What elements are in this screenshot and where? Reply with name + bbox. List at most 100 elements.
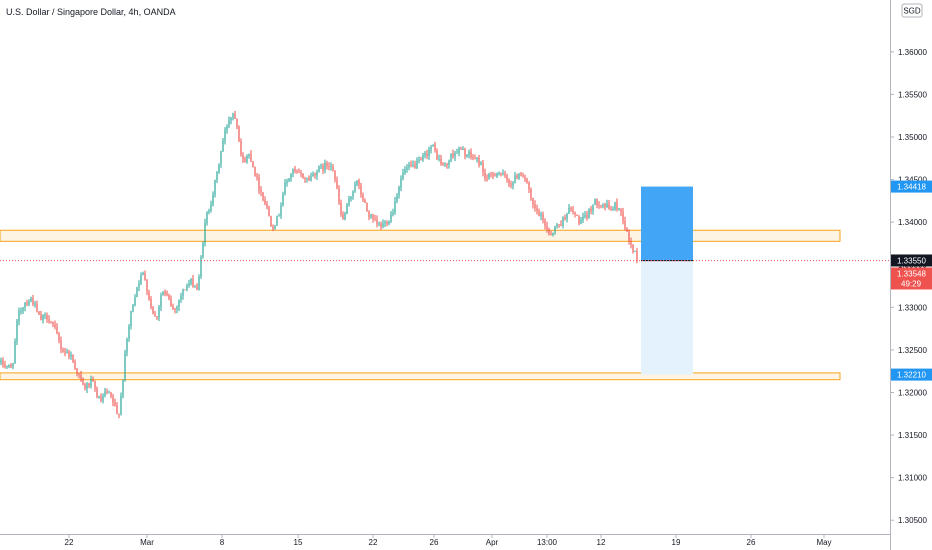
candle-body: [630, 240, 632, 245]
candle-body: [550, 234, 552, 236]
candle-body: [470, 151, 472, 158]
candle-body: [192, 278, 194, 287]
candle-body: [600, 205, 602, 206]
candle-body: [448, 161, 450, 166]
candle-body: [98, 397, 100, 398]
candle-body: [414, 164, 416, 169]
candle-body: [114, 402, 116, 406]
candle-body: [624, 220, 626, 229]
candle-body: [434, 144, 436, 151]
candle-body: [212, 194, 214, 205]
candle-body: [626, 228, 628, 232]
candle-body: [116, 405, 118, 414]
candle-body: [96, 388, 98, 398]
candle-body: [478, 158, 480, 166]
candle-body: [200, 256, 202, 278]
x-tick-label: 15: [294, 538, 303, 547]
candle-body: [422, 155, 424, 160]
position-tool[interactable]: [641, 186, 693, 375]
candle-body: [444, 163, 446, 165]
candle-body: [148, 291, 150, 300]
candle-body: [142, 273, 144, 275]
candle-body: [386, 221, 388, 225]
candle-body: [122, 380, 124, 396]
candle-body: [274, 225, 276, 229]
candle-body: [224, 130, 226, 141]
candle-body: [218, 164, 220, 172]
chart-title: U.S. Dollar / Singapore Dollar, 4h, OAND…: [6, 7, 176, 17]
y-tick-label: 1.32500: [898, 346, 927, 355]
candle-body: [164, 291, 166, 294]
candle-body: [342, 214, 344, 220]
x-axis-ticks[interactable]: 22 Mar 8 15 22 26 Apr 13:00 12 19 26 May: [65, 534, 832, 547]
candle-body: [356, 180, 358, 185]
candle-body: [554, 226, 556, 233]
candle-body: [352, 191, 354, 197]
candle-body: [134, 297, 136, 306]
candle-body: [516, 175, 518, 179]
candle-body: [260, 189, 262, 193]
candle-body: [410, 164, 412, 166]
candle-body: [154, 314, 156, 317]
y-tick-label: 1.34000: [898, 218, 927, 227]
candle-body: [40, 314, 42, 321]
price-tag: [891, 368, 932, 381]
candle-body: [174, 309, 176, 310]
price-tag-label: 1.32210: [897, 371, 926, 380]
candle-body: [466, 154, 468, 157]
candle-body: [318, 166, 320, 172]
currency-badge[interactable]: SGD: [901, 3, 923, 18]
candle-body: [358, 180, 360, 186]
candle-body: [538, 211, 540, 216]
candle-body: [428, 149, 430, 157]
candle-body: [340, 202, 342, 215]
candle-body: [532, 198, 534, 205]
candle-body: [252, 161, 254, 167]
candle-body: [526, 179, 528, 183]
candle-body: [288, 178, 290, 182]
x-tick-label: Mar: [140, 538, 154, 547]
candle-body: [20, 310, 22, 312]
candle-body: [540, 214, 542, 216]
candle-body: [208, 210, 210, 213]
candle-body: [258, 176, 260, 190]
target-zone: [641, 186, 693, 261]
candle-body: [264, 200, 266, 204]
candle-body: [426, 153, 428, 157]
candle-body: [138, 283, 140, 288]
candle-body: [446, 163, 448, 166]
candle-body: [184, 289, 186, 291]
candle-body: [610, 208, 612, 210]
candle-body: [72, 355, 74, 362]
candle-body: [582, 216, 584, 221]
candle-body: [328, 166, 330, 168]
candle-body: [344, 213, 346, 220]
candle-body: [330, 166, 332, 168]
candle-body: [46, 315, 48, 320]
candle-body: [32, 298, 34, 305]
candle-body: [388, 221, 390, 225]
candle-body: [16, 321, 18, 342]
candle-body: [292, 169, 294, 174]
x-tick-label: 12: [597, 538, 606, 547]
candle-body: [144, 273, 146, 280]
candle-body: [130, 311, 132, 327]
candle-body: [332, 166, 334, 171]
x-tick-label: May: [816, 538, 831, 547]
candle-body: [198, 277, 200, 290]
candle-body: [304, 178, 306, 180]
candle-body: [282, 194, 284, 206]
candle-body: [492, 174, 494, 176]
candle-body: [312, 173, 314, 177]
candle-body: [290, 173, 292, 179]
candle-body: [454, 153, 456, 157]
candle-body: [634, 250, 636, 252]
candle-body: [372, 214, 374, 219]
candle-body: [612, 208, 614, 210]
candle-body: [528, 182, 530, 189]
candle-body: [110, 392, 112, 397]
candle-body: [494, 175, 496, 177]
candle-body: [158, 306, 160, 318]
candle-body: [44, 315, 46, 316]
